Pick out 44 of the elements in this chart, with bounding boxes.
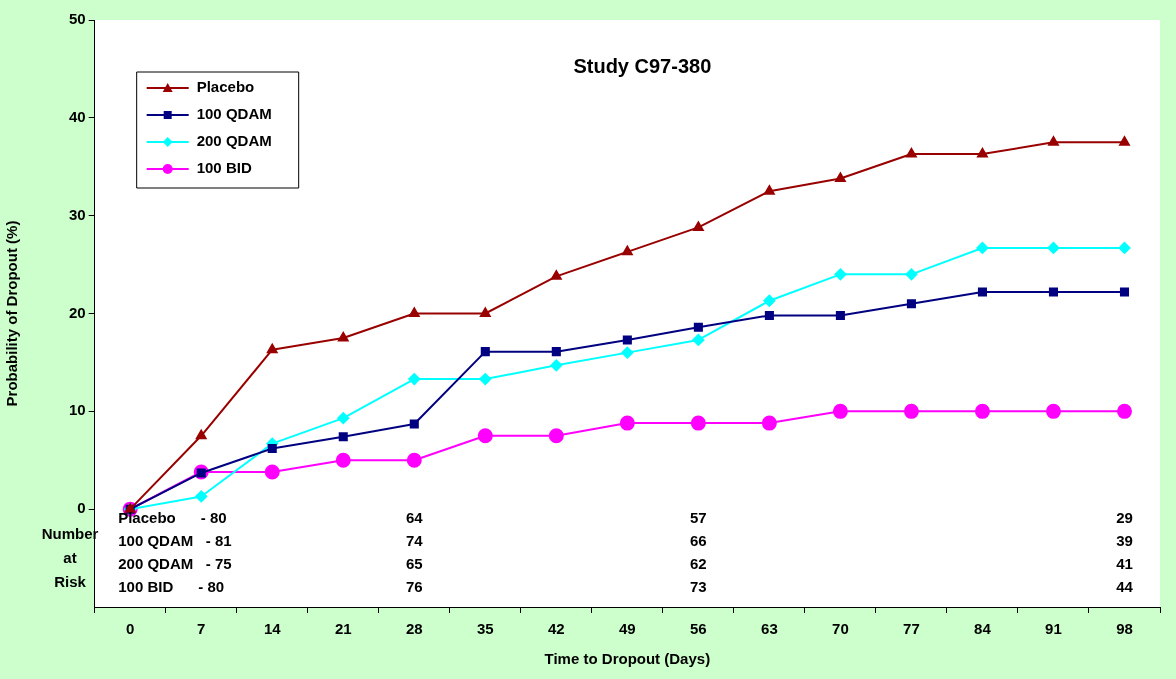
x-tick-label: 0 — [126, 620, 135, 638]
annotation: 62 — [690, 555, 707, 573]
annotation: 65 — [405, 555, 423, 573]
x-tick-label: 28 — [405, 620, 423, 638]
annotation: 100 BID - 80 — [118, 578, 225, 596]
y-axis-title: Probability of Dropout (%) — [3, 220, 21, 407]
legend-label: Placebo — [196, 78, 255, 96]
x-tick-label: 77 — [903, 620, 920, 638]
annotation: 200 QDAM - 75 — [118, 555, 232, 573]
x-tick-label: 14 — [263, 620, 282, 638]
annotation: 73 — [690, 578, 707, 596]
annotation: 76 — [405, 578, 423, 596]
annotation: 100 QDAM - 81 — [118, 532, 232, 550]
y-tick-label: 20 — [69, 303, 86, 321]
x-tick-label: 49 — [619, 620, 636, 638]
y-tick-label: 40 — [69, 107, 86, 125]
x-tick-label: 56 — [690, 620, 707, 638]
x-tick-label: 35 — [476, 620, 494, 638]
annotation: 74 — [405, 532, 424, 550]
x-tick-label: 21 — [334, 620, 352, 638]
annotation: 66 — [690, 532, 707, 550]
y-tick-label: 50 — [69, 10, 86, 28]
x-axis-title: Time to Dropout (Days) — [544, 650, 711, 668]
y-tick-label: 0 — [77, 499, 86, 517]
annotation: 29 — [1116, 509, 1133, 527]
x-tick-label: 91 — [1045, 620, 1062, 638]
y-tick-label: 30 — [69, 205, 86, 223]
annotation: 41 — [1116, 555, 1133, 573]
text: Study C97-380 — [573, 54, 712, 77]
x-tick-label: 98 — [1116, 620, 1133, 638]
x-tick-label: 7 — [197, 620, 206, 638]
legend-label: 100 BID — [196, 159, 252, 177]
annotation: 57 — [690, 509, 707, 527]
annotation: 44 — [1116, 578, 1134, 596]
annotation: Placebo - 80 — [118, 509, 227, 527]
annotation: 39 — [1116, 532, 1133, 550]
legend-label: 200 QDAM — [196, 132, 272, 150]
legend-label: 100 QDAM — [196, 105, 272, 123]
annotation: 64 — [405, 509, 424, 527]
x-tick-label: 63 — [761, 620, 778, 638]
x-tick-label: 84 — [974, 620, 992, 638]
x-tick-label: 42 — [547, 620, 565, 638]
x-tick-label: 70 — [832, 620, 849, 638]
y-tick-label: 10 — [69, 401, 86, 419]
